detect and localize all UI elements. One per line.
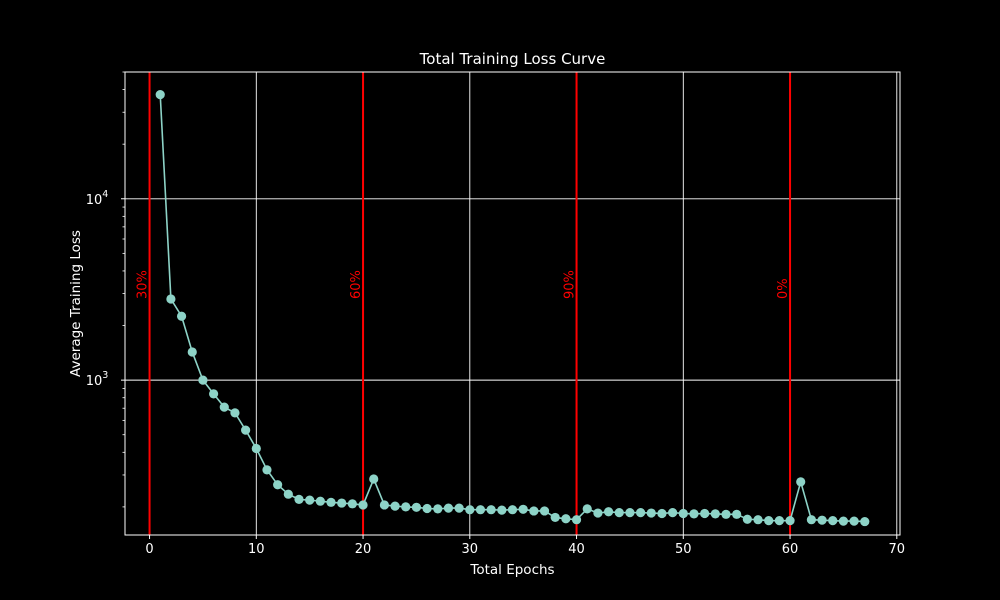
data-point bbox=[732, 509, 742, 519]
vertical-marker-label: 90% bbox=[563, 270, 578, 299]
data-point bbox=[347, 499, 357, 509]
data-point bbox=[700, 508, 710, 519]
data-point bbox=[550, 512, 560, 523]
data-point bbox=[849, 516, 859, 526]
data-point bbox=[411, 502, 422, 512]
data-point bbox=[475, 505, 486, 515]
data-point bbox=[369, 474, 379, 484]
x-tick-label: 70 bbox=[889, 542, 906, 557]
data-point bbox=[326, 497, 336, 507]
data-point bbox=[337, 498, 347, 508]
data-point bbox=[635, 508, 646, 518]
data-point bbox=[379, 500, 390, 510]
data-point bbox=[251, 443, 261, 454]
data-point bbox=[529, 506, 539, 516]
data-point bbox=[454, 503, 464, 513]
data-point bbox=[198, 375, 208, 385]
data-point bbox=[209, 389, 219, 399]
y-tick-label: 104 bbox=[86, 189, 109, 208]
data-point bbox=[561, 514, 571, 524]
data-point bbox=[593, 508, 603, 518]
vertical-marker-label: 0% bbox=[776, 278, 791, 299]
data-point bbox=[305, 495, 315, 505]
data-point bbox=[742, 514, 752, 524]
vertical-marker-label: 30% bbox=[136, 270, 151, 299]
data-point bbox=[315, 496, 325, 506]
data-point bbox=[625, 508, 635, 518]
data-point bbox=[465, 505, 475, 515]
data-point bbox=[796, 477, 806, 487]
data-point bbox=[294, 494, 304, 504]
data-point bbox=[176, 311, 187, 321]
data-point bbox=[614, 508, 624, 518]
data-point bbox=[582, 504, 592, 514]
data-point bbox=[390, 501, 400, 511]
data-point bbox=[603, 507, 614, 517]
x-tick-label: 20 bbox=[355, 542, 372, 557]
data-point bbox=[241, 425, 251, 435]
x-axis-label: Total Epochs bbox=[469, 562, 554, 578]
data-point bbox=[507, 505, 518, 515]
x-tick-label: 10 bbox=[248, 542, 265, 557]
data-point bbox=[422, 503, 432, 514]
data-point bbox=[689, 509, 699, 519]
data-point bbox=[764, 516, 774, 526]
data-point bbox=[571, 515, 582, 525]
data-point bbox=[646, 508, 656, 518]
data-point bbox=[774, 516, 784, 526]
data-point bbox=[166, 294, 176, 304]
data-point bbox=[806, 515, 816, 525]
data-point bbox=[155, 90, 165, 100]
data-point bbox=[518, 504, 528, 514]
data-point bbox=[230, 408, 240, 418]
data-point bbox=[219, 402, 229, 412]
data-point bbox=[497, 505, 507, 515]
data-point bbox=[358, 500, 368, 510]
loss-series bbox=[155, 90, 870, 527]
plot-frame bbox=[124, 71, 901, 536]
data-point bbox=[283, 489, 293, 499]
data-point bbox=[486, 505, 496, 515]
data-point bbox=[828, 516, 838, 526]
y-tick-label: 103 bbox=[86, 370, 109, 389]
data-point bbox=[443, 503, 454, 513]
y-axis-label: Average Training Loss bbox=[68, 230, 84, 377]
x-tick-label: 60 bbox=[782, 542, 799, 557]
x-tick-label: 50 bbox=[675, 542, 692, 557]
data-point bbox=[785, 516, 795, 526]
vertical-markers: 30% 60% 90% 0% bbox=[136, 72, 792, 535]
data-point bbox=[721, 509, 731, 519]
axis-ticks: 0 10 20 30 40 50 60 70 103 104 bbox=[86, 71, 906, 557]
x-tick-label: 0 bbox=[145, 542, 153, 557]
data-point bbox=[657, 508, 667, 519]
data-point bbox=[668, 508, 678, 518]
data-point bbox=[539, 506, 550, 516]
data-point bbox=[262, 465, 272, 475]
x-tick-label: 40 bbox=[568, 542, 585, 557]
data-point bbox=[187, 347, 197, 357]
data-point bbox=[817, 515, 827, 525]
data-point bbox=[678, 508, 688, 519]
grid bbox=[125, 72, 900, 535]
vertical-marker-label: 60% bbox=[349, 270, 364, 299]
series-line bbox=[159, 94, 865, 523]
data-point bbox=[273, 480, 283, 490]
x-tick-label: 30 bbox=[462, 542, 479, 557]
chart-title: Total Training Loss Curve bbox=[419, 50, 606, 68]
data-point bbox=[433, 504, 443, 514]
data-point bbox=[860, 516, 870, 527]
data-point bbox=[401, 502, 411, 512]
data-point bbox=[753, 515, 763, 525]
data-point bbox=[838, 516, 849, 526]
data-point bbox=[710, 509, 720, 519]
